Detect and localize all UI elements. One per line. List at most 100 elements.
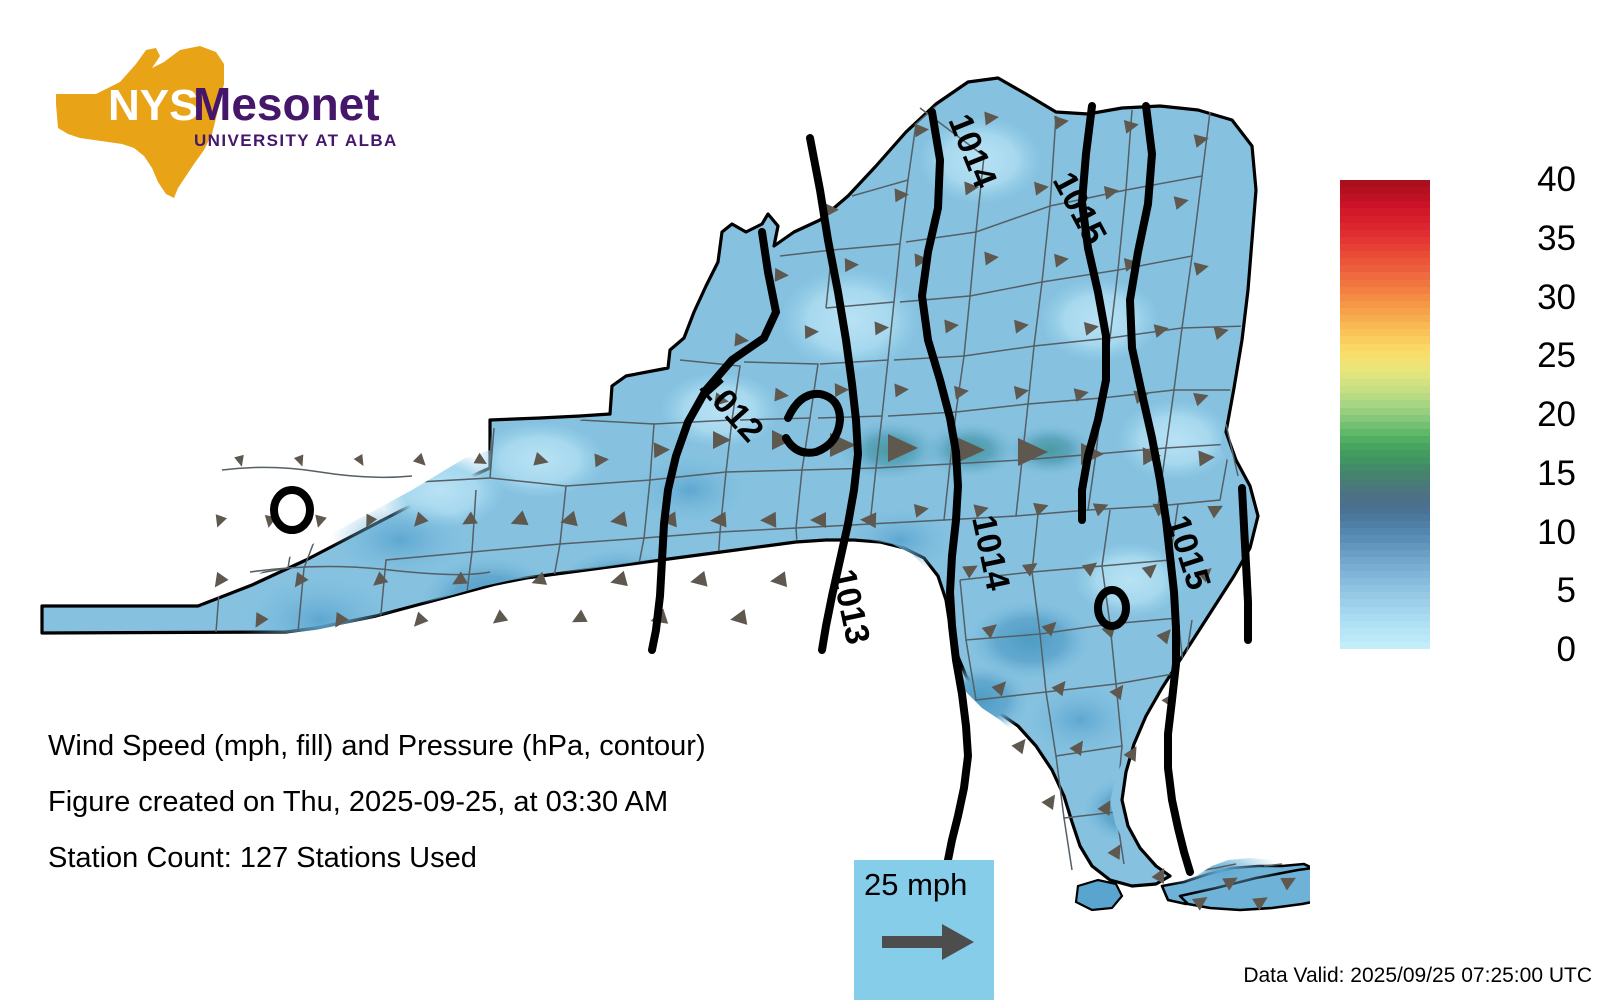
caption-title: Wind Speed (mph, fill) and Pressure (hPa… bbox=[48, 730, 706, 762]
colorbar-band bbox=[1340, 499, 1430, 508]
contour-1012-loop bbox=[782, 389, 845, 457]
colorbar-band bbox=[1340, 315, 1430, 323]
contour-1015-ne bbox=[1077, 102, 1110, 524]
colorbar-band bbox=[1340, 642, 1430, 650]
logo-nys-text: NYS bbox=[108, 81, 198, 130]
colorbar-band bbox=[1340, 507, 1430, 515]
colorbar-band bbox=[1340, 258, 1430, 266]
colorbar-band bbox=[1340, 485, 1430, 493]
colorbar-band bbox=[1340, 599, 1430, 607]
colorbar-band bbox=[1340, 635, 1430, 643]
colorbar-band bbox=[1340, 379, 1430, 387]
colorbar-band bbox=[1340, 364, 1430, 372]
colorbar-band bbox=[1340, 279, 1430, 287]
colorbar-tick-15: 15 bbox=[1537, 453, 1576, 493]
colorbar-band bbox=[1340, 350, 1430, 358]
colorbar-band bbox=[1340, 563, 1430, 572]
colorbar-band bbox=[1340, 265, 1430, 273]
colorbar-band bbox=[1340, 578, 1430, 586]
colorbar-band bbox=[1340, 236, 1430, 244]
colorbar: 40 35 30 25 20 15 10 5 0 bbox=[1340, 162, 1576, 668]
colorbar-band bbox=[1340, 300, 1430, 308]
colorbar-band bbox=[1340, 514, 1430, 522]
caption-created: Figure created on Thu, 2025-09-25, at 03… bbox=[48, 786, 669, 818]
colorbar-band bbox=[1340, 457, 1430, 465]
long-island-main-polygon bbox=[1178, 866, 1310, 912]
colorbar-tick-10: 10 bbox=[1537, 512, 1576, 552]
nys-mesonet-logo: NYS Mesonet UNIVERSITY AT ALBANY bbox=[48, 42, 398, 217]
contour-closed-southeast bbox=[1094, 586, 1130, 630]
colorbar-band bbox=[1340, 400, 1430, 408]
wind-arrow-icon bbox=[882, 924, 974, 960]
caption-stations: Station Count: 127 Stations Used bbox=[48, 842, 477, 874]
colorbar-band bbox=[1340, 222, 1430, 230]
colorbar-band bbox=[1340, 471, 1430, 479]
wind-vector-key-label: 25 mph bbox=[864, 867, 968, 902]
colorbar-band bbox=[1340, 627, 1430, 635]
colorbar-tick-35: 35 bbox=[1537, 218, 1576, 258]
colorbar-tick-25: 25 bbox=[1537, 336, 1576, 376]
colorbar-band bbox=[1340, 201, 1430, 209]
colorbar-band bbox=[1340, 357, 1430, 365]
colorbar-band bbox=[1340, 180, 1430, 188]
colorbar-band bbox=[1340, 251, 1430, 259]
contour-1015-se bbox=[1125, 102, 1194, 876]
colorbar-band bbox=[1340, 585, 1430, 593]
contour-1015-far-east bbox=[1238, 484, 1252, 644]
colorbar-band bbox=[1340, 322, 1430, 330]
colorbar-band bbox=[1340, 407, 1430, 415]
contour-1013 bbox=[806, 134, 863, 654]
colorbar-band bbox=[1340, 371, 1430, 380]
data-valid-timestamp: Data Valid: 2025/09/25 07:25:00 UTC bbox=[1243, 964, 1592, 987]
wind-vector-key: 25 mph bbox=[854, 860, 994, 1000]
colorbar-band bbox=[1340, 478, 1430, 486]
colorbar-band bbox=[1340, 343, 1430, 351]
colorbar-band bbox=[1340, 229, 1430, 237]
pressure-contours bbox=[270, 102, 1252, 876]
weather-map: 1014 1015 1012 1013 1014 1015 bbox=[20, 20, 1310, 960]
colorbar-band bbox=[1340, 450, 1430, 458]
colorbar-band bbox=[1340, 421, 1430, 429]
colorbar-band bbox=[1340, 208, 1430, 216]
contour-label-1013: 1013 bbox=[824, 566, 877, 648]
colorbar-band bbox=[1340, 542, 1430, 550]
colorbar-tick-30: 30 bbox=[1537, 277, 1576, 317]
contour-1012 bbox=[648, 228, 781, 654]
colorbar-gradient bbox=[1340, 180, 1430, 650]
ny-state-silhouette bbox=[56, 46, 224, 198]
wind-vector-field bbox=[214, 111, 1296, 911]
colorbar-tick-labels: 40 35 30 25 20 15 10 5 0 bbox=[1436, 162, 1576, 668]
colorbar-band bbox=[1340, 443, 1430, 451]
colorbar-band bbox=[1340, 549, 1430, 557]
colorbar-tick-5: 5 bbox=[1556, 571, 1576, 611]
colorbar-band bbox=[1340, 386, 1430, 394]
logo-mesonet-text: Mesonet bbox=[193, 78, 380, 130]
colorbar-band bbox=[1340, 606, 1430, 614]
caption-block: Wind Speed (mph, fill) and Pressure (hPa… bbox=[48, 718, 868, 886]
colorbar-band bbox=[1340, 435, 1430, 444]
colorbar-tick-0: 0 bbox=[1556, 630, 1576, 669]
colorbar-band bbox=[1340, 286, 1430, 294]
colorbar-band bbox=[1340, 464, 1430, 472]
colorbar-band bbox=[1340, 571, 1430, 579]
colorbar-band bbox=[1340, 293, 1430, 301]
colorbar-band bbox=[1340, 336, 1430, 344]
colorbar-band bbox=[1340, 243, 1430, 252]
staten-island-polygon bbox=[1074, 878, 1124, 912]
colorbar-tick-40: 40 bbox=[1537, 160, 1576, 199]
colorbar-tick-20: 20 bbox=[1537, 395, 1576, 434]
colorbar-band bbox=[1340, 521, 1430, 529]
logo-subtitle-text: UNIVERSITY AT ALBANY bbox=[194, 131, 398, 150]
colorbar-band bbox=[1340, 428, 1430, 436]
colorbar-band bbox=[1340, 215, 1430, 223]
water-boundary-lines bbox=[221, 423, 1239, 576]
colorbar-band bbox=[1340, 528, 1430, 536]
contour-1014-north bbox=[917, 108, 973, 864]
colorbar-band bbox=[1340, 307, 1430, 316]
colorbar-band bbox=[1340, 272, 1430, 280]
colorbar-band bbox=[1340, 535, 1430, 543]
contour-closed-west bbox=[270, 486, 314, 534]
colorbar-band bbox=[1340, 620, 1430, 628]
colorbar-band bbox=[1340, 329, 1430, 337]
colorbar-band bbox=[1340, 613, 1430, 621]
